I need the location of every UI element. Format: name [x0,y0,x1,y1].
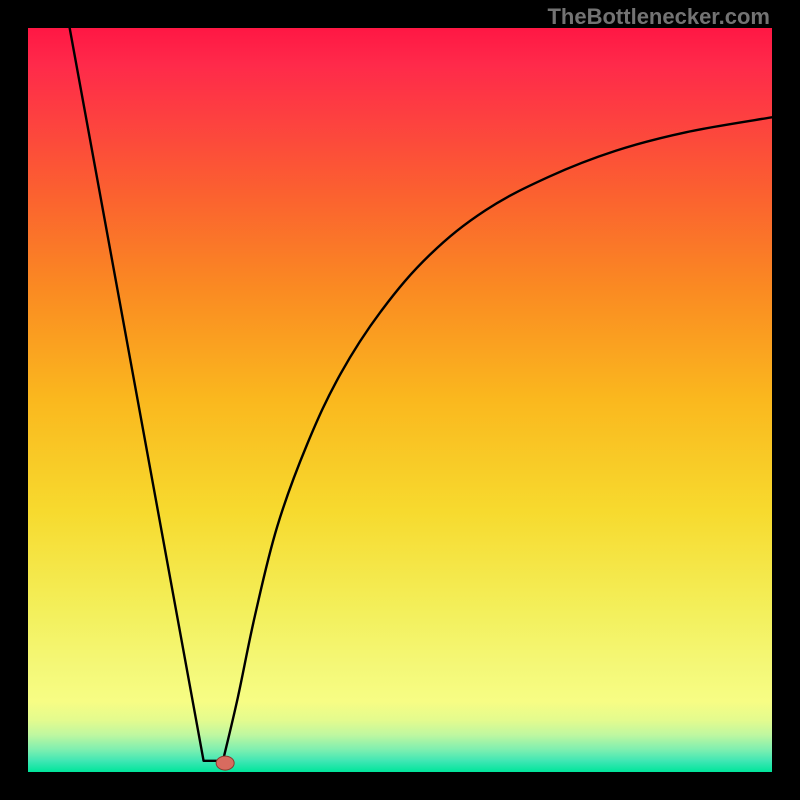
plot-svg [28,28,772,772]
chart-frame: TheBottlenecker.com [0,0,800,800]
watermark-text: TheBottlenecker.com [547,4,770,30]
gradient-background [28,28,772,772]
valley-marker [216,756,234,770]
